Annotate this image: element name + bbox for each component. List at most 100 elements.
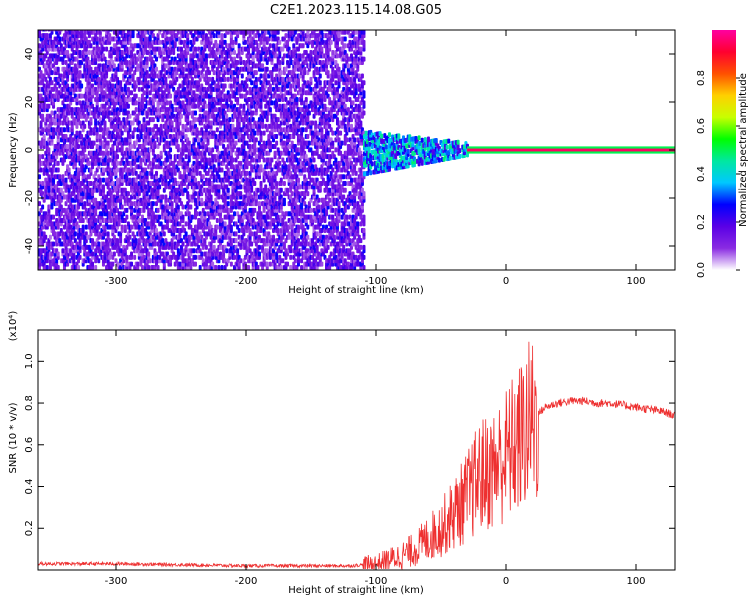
spectrogram-cell <box>84 224 88 230</box>
spectrogram-cell <box>239 160 243 166</box>
spectrogram-cell <box>66 49 70 55</box>
spectrogram-cell <box>48 234 52 240</box>
spectrogram-cell <box>156 265 160 270</box>
spectrogram-cell <box>70 107 74 113</box>
spectrogram-cell <box>41 154 45 160</box>
spectrogram-cell <box>181 241 185 247</box>
spectrogram-cell <box>204 103 208 109</box>
spectrogram-cell <box>239 258 243 264</box>
spectrogram-cell <box>155 170 158 176</box>
spectrogram-cell <box>218 204 222 210</box>
spectrogram-cell <box>169 154 173 160</box>
spectrogram-cell <box>130 261 134 267</box>
spectrogram-cell <box>50 80 54 86</box>
spectrogram-cell <box>125 60 129 66</box>
spectrogram-cell <box>126 103 130 109</box>
spectrogram-cell <box>105 46 109 52</box>
spectrogram-cell <box>66 144 70 150</box>
spectrogram-cell <box>137 97 141 102</box>
spectrogram-cell <box>116 154 119 160</box>
spectrogram-cell <box>45 33 49 39</box>
spectrogram-cell <box>178 83 182 89</box>
spectrogram-cell <box>197 70 201 76</box>
spectrogram-cell <box>139 157 143 163</box>
spectrogram-cell <box>198 265 202 270</box>
spectrogram-cell <box>220 265 224 270</box>
spectrogram-cell <box>78 49 82 55</box>
spectrogram-cell <box>144 147 148 153</box>
spectrogram-cell <box>119 120 123 126</box>
spectrogram-cell <box>136 261 140 267</box>
spectrogram-cell <box>164 76 168 82</box>
spectrogram-cell <box>53 231 57 237</box>
spectrogram-cell <box>243 150 247 156</box>
spectrogram-cell <box>204 244 208 250</box>
spectrogram-cell <box>87 49 91 55</box>
spectrogram-cell <box>178 261 182 267</box>
spectrogram-cell <box>142 90 146 96</box>
spectrogram-cell <box>128 113 132 119</box>
spectrogram-cell <box>208 76 212 82</box>
spectrogram-cell <box>106 140 110 146</box>
spectrogram-cell <box>112 63 116 69</box>
spectrogram-cell <box>165 36 169 42</box>
spectrogram-cell <box>151 117 155 123</box>
spectrogram-cell <box>91 261 95 267</box>
spectrogram-cell <box>164 194 168 200</box>
spectrogram-cell <box>236 97 240 102</box>
spectrogram-cell <box>52 241 56 247</box>
spectrogram-cell <box>134 238 138 244</box>
spectrogram-cell <box>245 90 249 96</box>
spectrogram-cell <box>239 103 243 109</box>
spectrogram-cell <box>164 63 168 69</box>
spectrogram-cell <box>38 201 41 207</box>
spectrogram-cell <box>41 113 45 119</box>
spectrogram-cell <box>176 30 180 35</box>
spectrogram-cell <box>195 211 199 217</box>
spectrogram-cell <box>44 30 48 32</box>
spectrogram-cell <box>243 39 247 45</box>
spectrogram-cell <box>140 265 144 270</box>
spectrogram-cell <box>145 56 149 62</box>
spectrogram-cell <box>130 251 134 257</box>
spectrogram-cell <box>231 39 235 45</box>
spectrogram-cell <box>225 113 229 119</box>
spectrogram-cell <box>201 30 205 32</box>
spectrogram-cell <box>83 201 87 207</box>
spectrogram-cell <box>229 224 233 230</box>
spectrogram-cell <box>130 201 134 207</box>
spectrogram-cell <box>234 231 238 237</box>
spectrogram-cell <box>222 30 226 32</box>
spectrogram-cell <box>128 133 132 139</box>
spectrogram-cell <box>215 217 219 223</box>
spectrogram-cell <box>147 251 151 257</box>
spectrogram-cell <box>223 221 227 227</box>
spectrogram-cell <box>175 76 179 82</box>
spectrogram-cell <box>155 56 158 62</box>
spectrogram-cell <box>67 167 71 173</box>
spectrogram-cell <box>240 73 244 79</box>
spectrogram-cell <box>119 80 123 86</box>
spectrogram-cell <box>190 30 194 32</box>
spectrogram-cell <box>128 234 132 240</box>
spectrogram-cell <box>237 228 241 234</box>
spectrogram-cell <box>94 265 98 270</box>
spectrogram-cell <box>181 214 185 220</box>
spectrogram-cell <box>228 117 232 123</box>
spectrogram-cell <box>223 83 227 89</box>
spectrogram-cell <box>128 177 132 183</box>
spectrogram-cell <box>122 30 126 32</box>
spectrogram-cell <box>116 160 119 166</box>
spectrogram-cell <box>245 170 249 176</box>
spectrogram-cell <box>189 204 193 210</box>
spectrogram-cell <box>226 187 230 193</box>
spectrogram-cell <box>190 76 194 82</box>
spectrogram-cell <box>59 30 63 32</box>
spectrogram-cell <box>233 76 236 82</box>
spectrogram-cell <box>73 231 77 237</box>
spectrogram-cell <box>125 207 129 213</box>
spectrogram-cell <box>98 133 102 139</box>
spectrogram-cell <box>47 30 51 32</box>
spectrogram-cell <box>209 120 213 126</box>
spectrogram-cell <box>116 177 119 183</box>
